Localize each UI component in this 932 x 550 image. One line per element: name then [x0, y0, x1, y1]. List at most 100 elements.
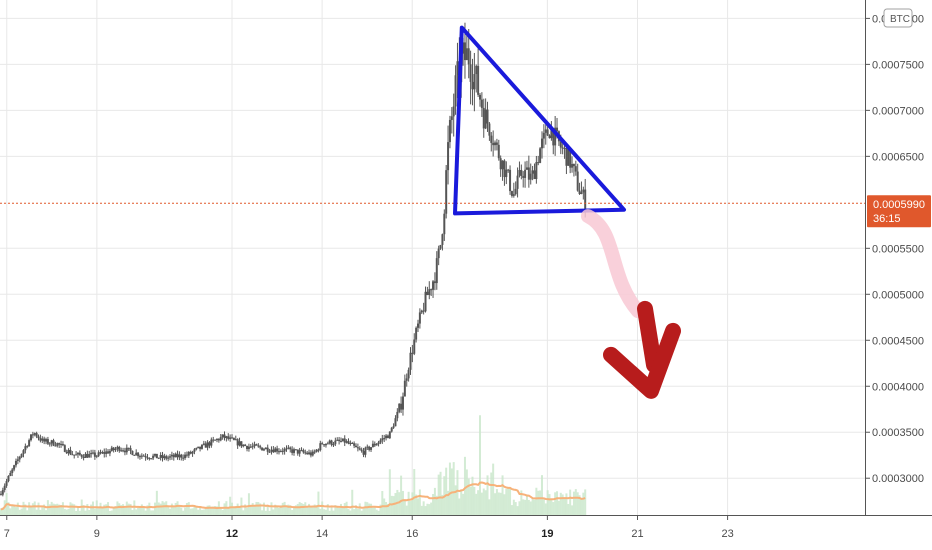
candle-body-209: [392, 426, 395, 428]
candle-body-38: [71, 454, 74, 456]
volume-bar-156: [293, 507, 296, 515]
volume-bar-105: [197, 509, 200, 515]
volume-bar-303: [569, 489, 572, 515]
volume-bar-83: [155, 490, 158, 515]
volume-bar-126: [236, 503, 239, 515]
candle-body-270: [507, 169, 510, 171]
candle-body-253: [475, 65, 478, 75]
candle-body-5: [9, 472, 12, 476]
candle-body-273: [512, 194, 515, 196]
candle-body-267: [501, 160, 504, 170]
candle-body-291: [546, 129, 549, 136]
x-tick-label: 9: [94, 528, 100, 540]
candle-body-137: [257, 445, 260, 447]
candle-body-123: [231, 437, 234, 439]
volume-bar-299: [561, 494, 564, 515]
volume-bar-114: [214, 506, 217, 515]
volume-bar-49: [91, 501, 94, 515]
price-tag-bg: [867, 195, 931, 228]
candle-body-49: [91, 452, 94, 454]
candle-body-141: [264, 447, 267, 450]
volume-bar-275: [516, 506, 519, 515]
volume-bar-87: [163, 502, 166, 515]
volume-bar-164: [308, 503, 311, 515]
candle-body-264: [495, 142, 498, 145]
volume-bar-174: [326, 504, 329, 515]
candle-body-251: [471, 81, 474, 90]
candle-body-0: [0, 493, 2, 495]
candle-body-147: [276, 448, 279, 452]
volume-bar-231: [433, 487, 436, 515]
candle-body-238: [447, 142, 450, 171]
volume-bar-253: [475, 493, 478, 515]
volume-bar-37: [69, 502, 72, 515]
volume-bar-181: [339, 503, 342, 515]
volume-bar-109: [204, 506, 207, 515]
candle-body-118: [221, 434, 224, 438]
candle-body-248: [465, 48, 468, 61]
candle-body-236: [443, 213, 446, 235]
candle-body-44: [82, 456, 85, 458]
candle-body-232: [435, 258, 438, 284]
volume-bar-129: [242, 510, 245, 515]
volume-bar-46: [86, 503, 89, 515]
y-tick-label: 0.0003000: [872, 473, 924, 485]
candle-body-213: [400, 403, 403, 410]
candle-body-283: [531, 170, 534, 174]
candle-body-306: [574, 166, 577, 172]
candle-body-82: [153, 453, 156, 456]
candle-body-115: [215, 438, 218, 440]
volume-bar-219: [411, 492, 414, 515]
volume-bar-149: [279, 505, 282, 515]
volume-bar-163: [306, 506, 309, 515]
volume-bar-151: [283, 501, 286, 515]
currency-badge-box: [883, 8, 913, 28]
candle-body-39: [73, 454, 76, 456]
triangle-pattern: [453, 25, 626, 216]
volume-bar-172: [323, 509, 326, 515]
x-tick-label: 14: [316, 528, 328, 540]
candle-body-292: [548, 135, 551, 139]
candle-body-105: [197, 446, 200, 448]
candle-body-51: [95, 455, 98, 457]
candle-body-47: [88, 454, 91, 458]
arrow-shaft: [637, 300, 663, 373]
candle-body-262: [492, 142, 495, 146]
volume-bar-273: [512, 499, 515, 515]
volume-bar-260: [488, 499, 491, 515]
candle-body-269: [505, 169, 508, 178]
volume-bar-101: [189, 508, 192, 515]
candle-body-207: [388, 431, 391, 439]
candle-body-229: [430, 289, 433, 291]
candle-body-179: [336, 439, 339, 441]
candle-body-266: [499, 158, 502, 170]
candle-body-272: [510, 191, 513, 196]
volume-bar-185: [347, 509, 350, 515]
time-axis-bg[interactable]: [0, 515, 932, 550]
volume-bar-276: [518, 501, 521, 515]
volume-bar-17: [31, 503, 34, 515]
candle-body-146: [274, 448, 277, 453]
candle-body-195: [366, 446, 369, 448]
volume-bar-52: [97, 508, 100, 515]
candle-body-174: [326, 443, 329, 445]
candle-body-191: [358, 448, 361, 450]
candle-body-237: [445, 170, 448, 214]
candle-body-295: [554, 127, 557, 146]
volume-bar-72: [135, 509, 138, 515]
volume-bar-217: [407, 491, 410, 515]
currency-badge[interactable]: BTC: [883, 8, 913, 28]
price-tag-countdown: 36:15: [873, 213, 901, 225]
candle-body-32: [60, 444, 63, 446]
price-axis-bg[interactable]: [866, 0, 932, 515]
volume-bar-14: [26, 510, 29, 515]
x-tick-label: 12: [226, 528, 238, 540]
candle-body-135: [253, 444, 256, 447]
candle-body-235: [441, 234, 444, 245]
candle-body-4: [7, 475, 10, 482]
candle-body-215: [403, 380, 406, 397]
candle-body-74: [138, 456, 141, 458]
candle-body-309: [580, 192, 583, 194]
volume-bar-271: [509, 487, 512, 515]
